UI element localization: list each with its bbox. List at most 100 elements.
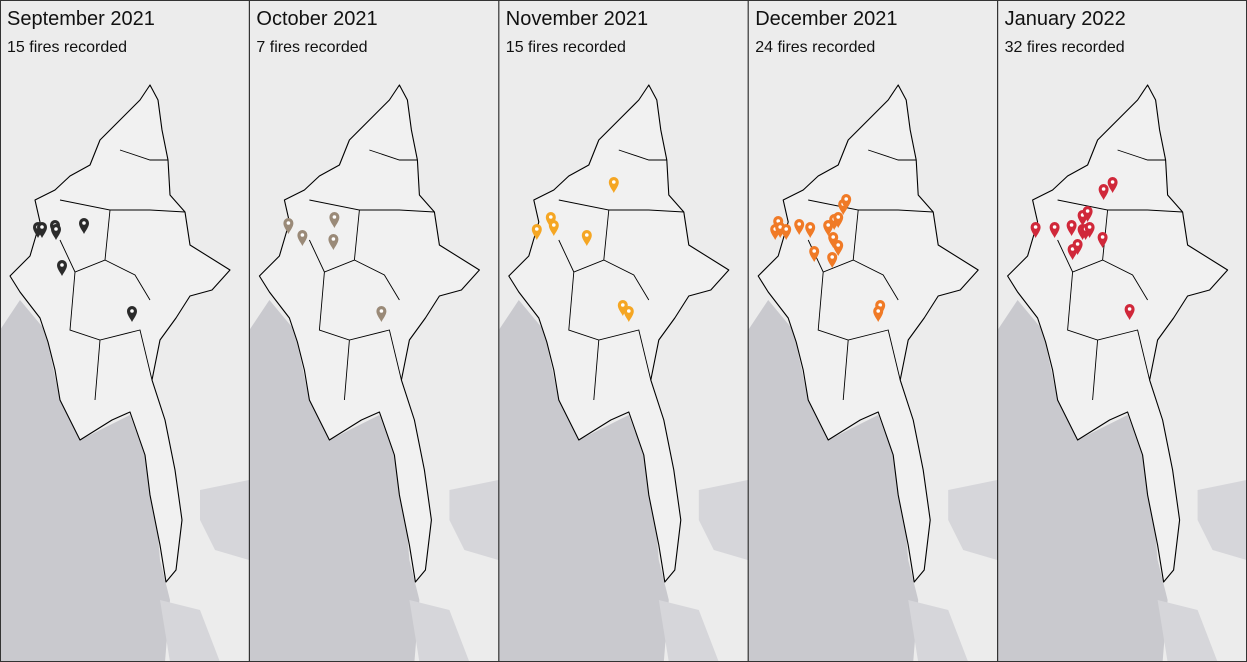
fire-pin xyxy=(623,306,634,322)
fire-pin xyxy=(51,224,61,240)
panel-subtitle: 24 fires recorded xyxy=(755,39,875,56)
basemap xyxy=(0,0,250,662)
fire-pin xyxy=(833,212,844,228)
pin-dot xyxy=(812,249,816,253)
basemap xyxy=(498,0,749,662)
pin-dot xyxy=(1087,225,1092,229)
basemap xyxy=(997,0,1247,662)
fire-pin xyxy=(297,230,308,246)
panel-title: December 2021 xyxy=(755,8,897,30)
fire-pin xyxy=(545,212,556,228)
fire-pin xyxy=(1082,206,1093,222)
pin-dot xyxy=(286,221,291,225)
pin-dot xyxy=(1101,187,1106,191)
basemap xyxy=(747,0,998,662)
pin-dot xyxy=(1127,307,1132,311)
pin-dot xyxy=(1033,225,1038,229)
fire-pin xyxy=(805,222,816,238)
pin-dot xyxy=(797,222,801,226)
panel-title: January 2022 xyxy=(1005,8,1126,30)
fire-pin xyxy=(329,212,340,228)
fire-pin xyxy=(1124,304,1135,320)
pin-dot xyxy=(332,215,337,219)
fire-pin xyxy=(775,222,786,238)
fire-pin xyxy=(617,300,628,316)
map-panel: December 2021 24 fires recorded xyxy=(747,0,998,662)
pin-dot xyxy=(826,223,830,227)
fire-pin xyxy=(531,224,542,240)
map-panel: October 2021 7 fires recorded xyxy=(248,0,499,662)
pin-dot xyxy=(778,225,782,229)
fire-pin xyxy=(1097,232,1108,248)
fire-pin xyxy=(1107,177,1118,193)
fire-pin xyxy=(57,260,67,276)
pin-dot xyxy=(549,215,553,219)
panel-title: October 2021 xyxy=(256,8,377,30)
pin-dot xyxy=(54,227,58,231)
pin-dot xyxy=(60,263,64,267)
panel-subtitle: 32 fires recorded xyxy=(1005,39,1125,56)
map-panel: January 2022 32 fires recorded xyxy=(997,0,1247,662)
fire-pin xyxy=(1067,244,1078,260)
pin-dot xyxy=(1110,180,1115,184)
fire-pin xyxy=(328,234,339,250)
map-panel: September 2021 15 fires recorded xyxy=(0,0,250,662)
pin-dot xyxy=(830,255,834,259)
panel-subtitle: 15 fires recorded xyxy=(506,39,626,56)
pin-dot xyxy=(1069,223,1074,227)
pin-dot xyxy=(831,235,835,239)
fire-pin xyxy=(283,218,294,234)
pin-dot xyxy=(627,309,631,313)
panel-title: November 2021 xyxy=(506,8,648,30)
fire-pin xyxy=(79,218,89,234)
pin-dot xyxy=(836,243,840,247)
fire-pin xyxy=(827,252,838,268)
panel-subtitle: 7 fires recorded xyxy=(256,39,367,56)
fire-pin xyxy=(1072,239,1083,255)
pin-dot xyxy=(836,215,840,219)
pin-dot xyxy=(40,225,44,229)
pin-dot xyxy=(1052,225,1057,229)
pin-dot xyxy=(379,309,384,313)
pin-dot xyxy=(82,221,86,225)
fire-pin xyxy=(823,220,834,236)
pin-dot xyxy=(1085,209,1090,213)
fire-pin xyxy=(1049,222,1060,238)
pin-dot xyxy=(776,219,780,223)
fire-pin xyxy=(781,224,792,240)
pin-dot xyxy=(808,225,812,229)
pin-dot xyxy=(1075,242,1080,246)
pin-dot xyxy=(878,303,882,307)
fire-pin xyxy=(828,232,839,248)
fire-pin xyxy=(1098,184,1109,200)
fire-pin xyxy=(1084,222,1095,238)
fire-pin xyxy=(833,240,844,256)
pin-dot xyxy=(1100,235,1105,239)
map-panel: November 2021 15 fires recorded xyxy=(498,0,749,662)
fire-pin xyxy=(37,222,47,238)
fire-pin xyxy=(809,246,820,262)
fire-pin xyxy=(794,219,805,235)
fire-pin xyxy=(1066,220,1077,236)
basemap xyxy=(248,0,499,662)
pin-dot xyxy=(535,227,539,231)
pin-dot xyxy=(552,223,556,227)
pin-dot xyxy=(621,303,625,307)
panel-subtitle: 15 fires recorded xyxy=(7,39,127,56)
pin-dot xyxy=(331,237,336,241)
panel-title: September 2021 xyxy=(7,8,155,30)
fire-pin xyxy=(875,300,886,316)
pin-dot xyxy=(784,227,788,231)
fire-pin xyxy=(548,220,559,236)
pin-dot xyxy=(130,309,134,313)
pin-dot xyxy=(300,233,305,237)
fire-pin xyxy=(376,306,387,322)
fire-pin xyxy=(841,194,852,210)
fire-pin xyxy=(608,177,619,193)
pin-dot xyxy=(1070,247,1075,251)
pin-dot xyxy=(585,233,589,237)
fire-pin xyxy=(873,306,884,322)
pin-dot xyxy=(612,180,616,184)
fire-pin xyxy=(127,306,137,322)
